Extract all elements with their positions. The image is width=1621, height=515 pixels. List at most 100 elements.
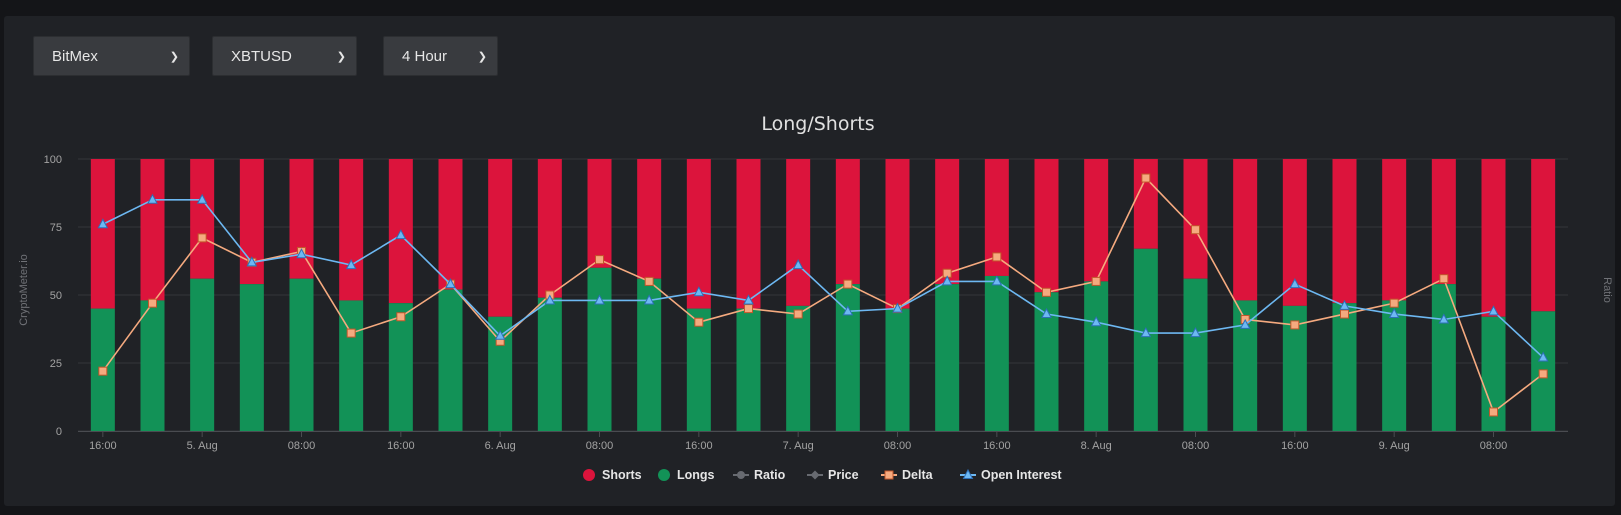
legend-label: Delta: [902, 468, 934, 482]
longs-bar: [388, 303, 413, 431]
open-interest-point: [345, 259, 357, 270]
delta-point: [644, 276, 654, 286]
shorts-bar: [90, 159, 115, 309]
open-interest-point: [743, 294, 754, 305]
shorts-bar: [239, 159, 264, 285]
open-interest-point: [643, 294, 655, 305]
y2-axis-label: Ratio: [1601, 277, 1613, 303]
shorts-bar: [537, 159, 562, 298]
legend-marker: [810, 470, 820, 480]
shorts-bar: [339, 159, 364, 301]
open-interest-point: [1041, 307, 1052, 319]
legend-label: Shorts: [602, 468, 642, 482]
longs-bar: [1431, 284, 1456, 431]
delta-point: [1141, 173, 1151, 183]
legend-item-price[interactable]: Price: [807, 468, 859, 482]
interval-select[interactable]: 4 Hour ❯: [383, 36, 498, 76]
shorts-bar: [1431, 159, 1456, 285]
open-interest-point: [1239, 318, 1251, 329]
longs-bar: [1332, 303, 1357, 431]
legend-item-longs[interactable]: Longs: [658, 468, 715, 482]
open-interest-point: [395, 229, 407, 240]
x-tick-label: 6. Aug: [485, 440, 516, 452]
delta-point: [1538, 369, 1548, 379]
open-interest-point: [693, 286, 705, 297]
x-tick-label: 16:00: [685, 440, 713, 452]
open-interest-point: [892, 302, 903, 313]
longs-bar: [984, 275, 1009, 431]
delta-point: [843, 279, 853, 289]
y-tick-label: 50: [50, 290, 62, 302]
shorts-bar: [637, 159, 662, 279]
delta-point: [793, 309, 803, 319]
open-interest-point: [1090, 316, 1102, 327]
open-interest-point: [1289, 278, 1301, 289]
legend-item-delta[interactable]: Delta: [881, 468, 934, 482]
legend-item-open-interest[interactable]: Open Interest: [960, 468, 1062, 482]
open-interest-point: [792, 259, 804, 270]
x-tick-label: 16:00: [89, 440, 117, 452]
x-tick-label: 08:00: [884, 440, 912, 452]
delta-point: [396, 312, 406, 322]
delta-point: [1191, 225, 1200, 235]
open-interest-point: [991, 275, 1003, 286]
legend-symbol: [658, 469, 670, 481]
shorts-bar: [140, 159, 165, 301]
open-interest-point: [246, 256, 258, 267]
x-tick-label: 16:00: [387, 440, 415, 452]
open-interest-point: [97, 218, 109, 229]
longs-bar: [1133, 248, 1158, 431]
legend-label: Open Interest: [981, 468, 1062, 482]
chevron-down-icon: ❯: [477, 51, 487, 63]
delta-line: [102, 176, 1544, 414]
open-interest-line: [102, 199, 1544, 359]
open-interest-point: [1140, 327, 1152, 338]
delta-point: [694, 317, 704, 327]
exchange-select[interactable]: BitMex ❯: [33, 36, 190, 76]
axes-layer: 0 25 50 75 100 16:00 5. Aug 08:00 16:00 6. Aug 08:…: [44, 154, 1568, 452]
shorts-bar: [786, 159, 811, 306]
legend-item-ratio[interactable]: Ratio: [733, 468, 786, 482]
delta-point: [197, 233, 207, 243]
delta-point: [1340, 309, 1349, 319]
legend-marker: [737, 471, 745, 479]
x-tick-label: 08:00: [288, 440, 316, 452]
x-tick-label: 9. Aug: [1379, 440, 1410, 452]
delta-point: [1290, 320, 1300, 330]
open-interest-point: [196, 193, 208, 204]
shorts-bar: [1133, 159, 1158, 249]
y-tick-label: 75: [50, 222, 62, 234]
delta-point: [1489, 407, 1498, 417]
delta-point: [1439, 274, 1449, 284]
longs-bar: [339, 300, 364, 431]
delta-point: [98, 366, 108, 376]
shorts-bar: [1084, 159, 1109, 282]
symbol-select[interactable]: XBTUSD ❯: [212, 36, 357, 76]
open-interest-point: [1388, 307, 1400, 319]
legend-label: Ratio: [754, 468, 786, 482]
chevron-down-icon: ❯: [169, 51, 179, 63]
delta-point: [1042, 287, 1051, 297]
x-tick-label: 08:00: [1480, 440, 1508, 452]
shorts-bar: [1332, 159, 1357, 304]
exchange-value: BitMex: [52, 48, 98, 65]
shorts-bar: [686, 159, 711, 309]
chevron-down-icon: ❯: [336, 51, 346, 63]
x-tick-label: 16:00: [1281, 440, 1309, 452]
open-interest-point: [147, 193, 158, 204]
legend-label: Longs: [677, 468, 715, 482]
open-interest-point: [594, 294, 605, 305]
longs-bar: [1382, 300, 1407, 431]
chart-title: Long/Shorts: [761, 113, 874, 135]
y-tick-label: 100: [44, 154, 62, 166]
legend-symbol: [583, 469, 595, 481]
delta-point: [1389, 298, 1399, 308]
open-interest-point: [941, 275, 953, 286]
interval-value: 4 Hour: [402, 48, 448, 65]
shorts-bar: [488, 159, 513, 317]
legend-item-shorts[interactable]: Shorts: [583, 468, 642, 482]
x-tick-label: 16:00: [983, 440, 1011, 452]
shorts-bar: [736, 159, 761, 309]
longs-bar: [786, 305, 811, 431]
